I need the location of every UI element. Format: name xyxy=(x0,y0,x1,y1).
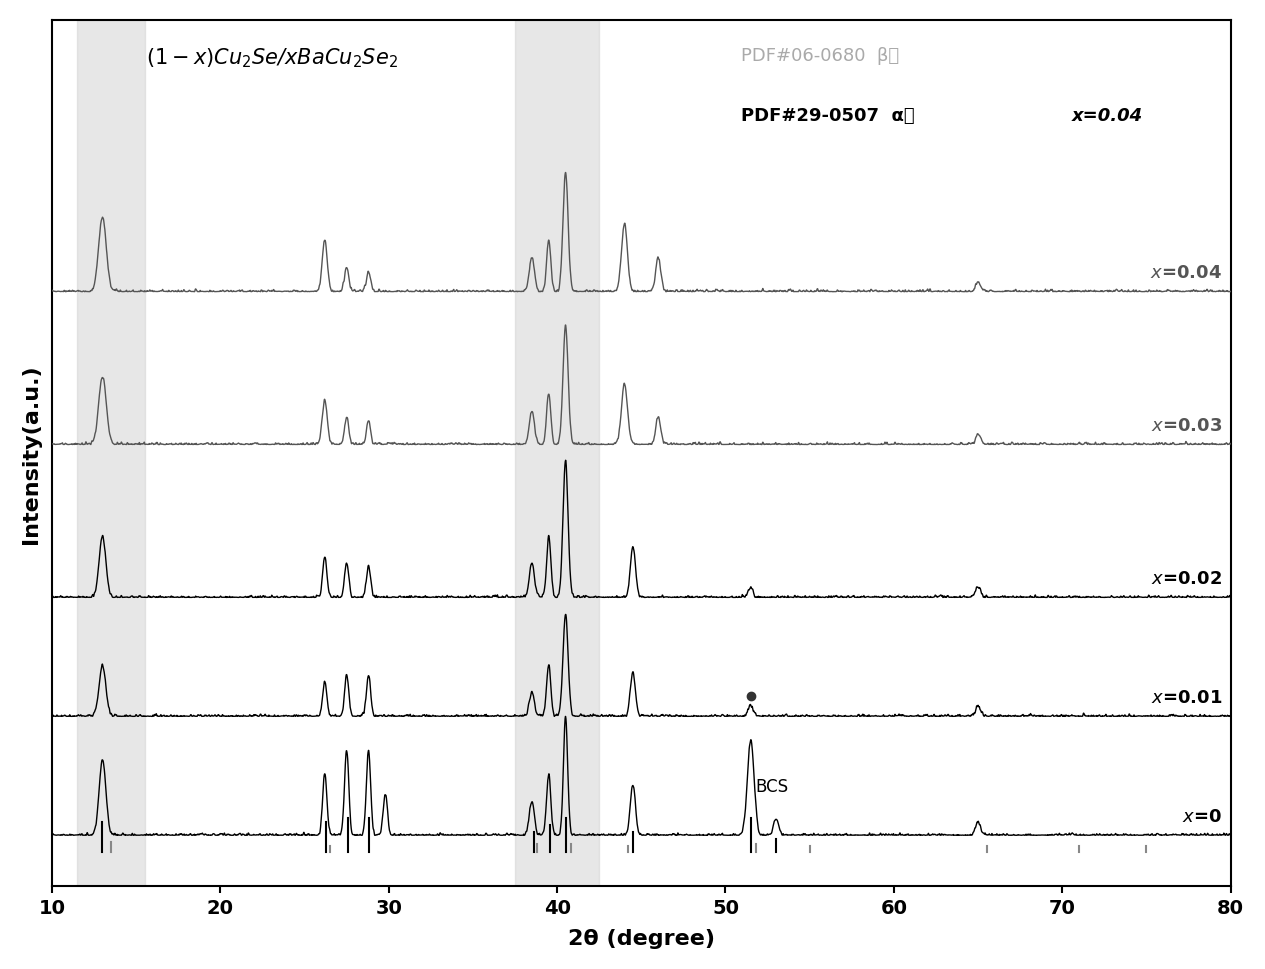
Text: BCS: BCS xyxy=(755,777,789,795)
Text: x=0.04: x=0.04 xyxy=(1071,108,1142,125)
Bar xyxy=(515,20,600,887)
Text: $x$=0.04: $x$=0.04 xyxy=(1150,265,1222,282)
Text: $x$=0.01: $x$=0.01 xyxy=(1151,688,1222,706)
Text: $(1-x)$Cu$_2$Se/$x$BaCu$_2$Se$_2$: $(1-x)$Cu$_2$Se/$x$BaCu$_2$Se$_2$ xyxy=(147,47,398,71)
Bar xyxy=(77,20,144,887)
Y-axis label: Intensity(a.u.): Intensity(a.u.) xyxy=(20,363,40,544)
Text: $x$=0: $x$=0 xyxy=(1183,807,1222,826)
Text: $x$=0.02: $x$=0.02 xyxy=(1151,570,1222,587)
Text: PDF#29-0507  α相: PDF#29-0507 α相 xyxy=(741,108,921,125)
Text: $x$=0.03: $x$=0.03 xyxy=(1151,417,1222,435)
Text: PDF#06-0680  β相: PDF#06-0680 β相 xyxy=(741,47,899,65)
X-axis label: 2θ (degree): 2θ (degree) xyxy=(568,928,715,949)
